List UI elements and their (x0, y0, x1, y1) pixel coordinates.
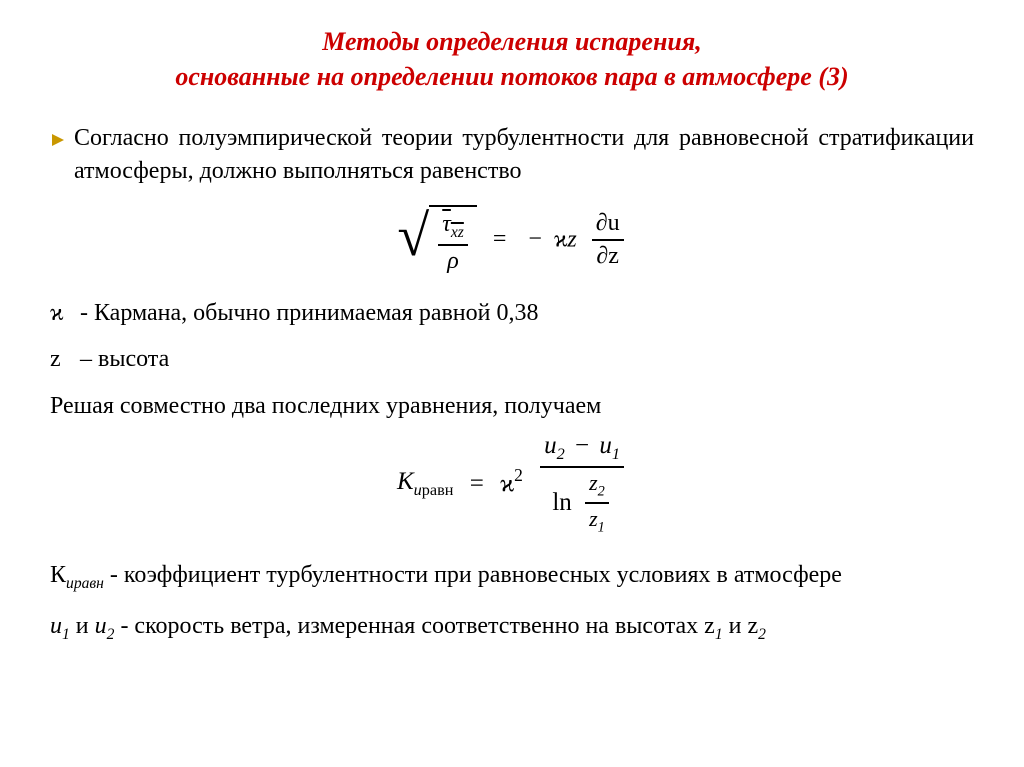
def-kappa: ϰ - Кармана, обычно принимаемая равной 0… (50, 297, 974, 329)
ln: ln (552, 489, 575, 516)
kappa-text: - Кармана, обычно принимаемая равной 0,3… (74, 300, 538, 326)
def-K: Кuравн - коэффициент турбулентности при … (50, 559, 974, 595)
frac-tau-rho: τxz ρ (435, 211, 471, 275)
slide-title: Методы определения испарения, основанные… (50, 24, 974, 94)
bullet-arrow-icon (50, 128, 66, 155)
def-u: u1 и u2 - скорость ветра, измеренная соо… (50, 610, 974, 645)
kappa-2: ϰ (500, 470, 514, 497)
big-frac: u2 − u1 ln z2 z1 (537, 432, 627, 537)
dz: ∂z (596, 243, 619, 269)
tau: τ (442, 211, 451, 237)
z-symbol: z (50, 343, 74, 375)
bullet-paragraph: Согласно полуэмпирической теории турбуле… (50, 122, 974, 187)
frac-du-dz: ∂u ∂z (589, 210, 627, 270)
title-line-2: основанные на определении потоков пара в… (50, 59, 974, 94)
z: z (567, 226, 576, 252)
u2: u (95, 613, 107, 639)
kappa: ϰ (554, 226, 567, 252)
rho: ρ (438, 246, 468, 275)
sqrt: √ τxz ρ (397, 205, 476, 275)
u1: u (50, 613, 62, 639)
du: ∂u (596, 210, 620, 236)
para-solving: Решая совместно два последних уравнения,… (50, 390, 974, 422)
equals-2: = (460, 470, 494, 497)
z-text: – высота (74, 346, 169, 372)
K: Kuравн (397, 468, 454, 495)
tau-sub: xz (451, 224, 464, 241)
kappa-symbol: ϰ (50, 297, 74, 329)
def-z: z – высота (50, 343, 974, 375)
u-text: - скорость ветра, измеренная соответстве… (114, 613, 714, 639)
minus: − (522, 226, 548, 252)
bullet-text: Согласно полуэмпирической теории турбуле… (74, 122, 974, 187)
squared: 2 (514, 465, 523, 485)
K-symbol: Кuравн (50, 562, 104, 588)
equals: = (483, 226, 517, 252)
K-text: - коэффициент турбулентности при равнове… (104, 562, 842, 588)
formula-2: Kuравн = ϰ2 u2 − u1 ln z2 z1 (50, 432, 974, 537)
title-line-1: Методы определения испарения, (50, 24, 974, 59)
para2-text: Решая совместно два последних уравнения,… (50, 393, 601, 419)
formula-1: √ τxz ρ = − ϰz ∂u ∂z (50, 205, 974, 275)
